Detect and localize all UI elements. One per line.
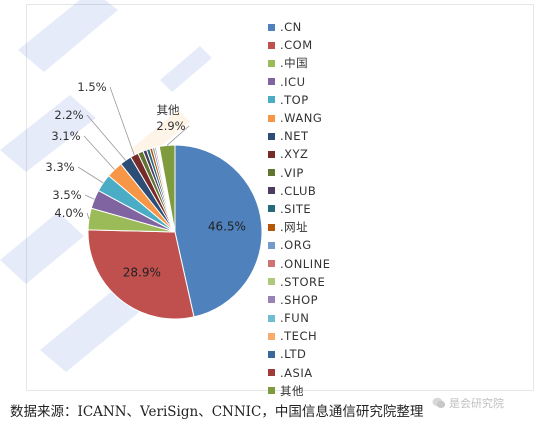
legend-label: .CN — [280, 20, 302, 35]
legend-swatch — [268, 187, 275, 195]
legend-swatch — [268, 169, 275, 177]
badge-label: 是会研究院 — [449, 397, 504, 410]
legend-swatch — [268, 332, 275, 340]
legend-label: .ONLINE — [280, 256, 331, 271]
legend-label: .XYZ — [280, 147, 309, 162]
legend-label: .TOP — [280, 92, 309, 107]
legend-item: .VIP — [268, 164, 398, 182]
legend-item: .NET — [268, 127, 398, 145]
legend-swatch — [268, 223, 275, 231]
legend-item: .SITE — [268, 200, 398, 218]
legend-swatch — [268, 96, 275, 104]
data-label-4: 3.3% — [45, 160, 74, 174]
legend-item: 其他 — [268, 382, 398, 400]
legend-label: .CLUB — [280, 183, 317, 198]
legend-swatch — [268, 314, 275, 322]
data-label-1: 28.9% — [123, 265, 161, 279]
legend-item: .COM — [268, 36, 398, 54]
legend-label: .WANG — [280, 111, 323, 126]
pie-slices — [87, 144, 263, 320]
legend-swatch — [268, 296, 275, 304]
legend-label: .TECH — [280, 329, 318, 344]
data-label-3: 3.5% — [52, 188, 81, 202]
legend: .CN .COM .中国 .ICU .TOP .WANG .NET .XYZ .VIP .CLUB… — [268, 18, 398, 400]
legend-item: .XYZ — [268, 145, 398, 163]
legend-label: .中国 — [280, 56, 309, 71]
data-label-0: 46.5% — [208, 219, 246, 233]
legend-swatch — [268, 350, 275, 358]
legend-label: .COM — [280, 38, 313, 53]
legend-label: .SHOP — [280, 292, 319, 307]
legend-swatch — [268, 241, 275, 249]
legend-label: .STORE — [280, 274, 326, 289]
legend-label: .SITE — [280, 201, 312, 216]
legend-swatch — [268, 132, 275, 140]
other-callout-label: 其他 — [157, 103, 180, 117]
legend-label: .ICU — [280, 74, 306, 89]
legend-label: .NET — [280, 129, 309, 144]
legend-item: .SHOP — [268, 291, 398, 309]
slice-labels: 46.5% 28.9% 4.0% 3.5% 3.3% 3.1% 2.2% 1.5% 2.9% 其他 — [45, 80, 246, 279]
legend-label: .FUN — [280, 311, 310, 326]
legend-item: .网址 — [268, 218, 398, 236]
legend-swatch — [268, 260, 275, 268]
legend-label: .ASIA — [280, 365, 313, 380]
legend-swatch — [268, 78, 275, 86]
legend-item: .ASIA — [268, 364, 398, 382]
legend-label: .网址 — [280, 220, 309, 235]
legend-label: 其他 — [280, 383, 304, 398]
legend-item: .FUN — [268, 309, 398, 327]
wechat-icon — [432, 397, 446, 409]
legend-item: .STORE — [268, 273, 398, 291]
legend-swatch — [268, 150, 275, 158]
legend-swatch — [268, 278, 275, 286]
leader-line-3 — [84, 194, 95, 200]
legend-item: .WANG — [268, 109, 398, 127]
data-label-5: 3.1% — [51, 129, 80, 143]
leader-line-4 — [77, 166, 104, 184]
leader-line-7 — [109, 86, 135, 156]
legend-item: .TECH — [268, 327, 398, 345]
legend-item: .ORG — [268, 236, 398, 254]
legend-swatch — [268, 23, 275, 31]
leader-line-2 — [86, 212, 90, 220]
legend-item: .CN — [268, 18, 398, 36]
legend-label: .VIP — [280, 165, 304, 180]
pie-slice-1 — [87, 229, 195, 320]
legend-swatch — [268, 41, 275, 49]
legend-item: .TOP — [268, 91, 398, 109]
data-label-6: 2.2% — [54, 108, 83, 122]
legend-swatch — [268, 387, 275, 395]
legend-swatch — [268, 205, 275, 213]
legend-label: .LTD — [280, 347, 307, 362]
legend-label: .ORG — [280, 238, 312, 253]
source-note: 数据来源：ICANN、VeriSign、CNNIC，中国信息通信研究院整理 — [10, 404, 424, 420]
data-label-7: 1.5% — [77, 80, 106, 94]
legend-item: .ICU — [268, 73, 398, 91]
data-label-20: 2.9% — [156, 119, 185, 133]
legend-swatch — [268, 369, 275, 377]
data-label-2: 4.0% — [54, 206, 83, 220]
legend-item: .ONLINE — [268, 254, 398, 272]
legend-item: .中国 — [268, 54, 398, 72]
pie-slice-0 — [174, 144, 263, 318]
leader-lines — [77, 86, 190, 220]
leader-line-5 — [83, 135, 115, 170]
legend-swatch — [268, 59, 275, 67]
leader-line-6 — [86, 114, 126, 161]
legend-swatch — [268, 114, 275, 122]
legend-item: .LTD — [268, 345, 398, 363]
legend-item: .CLUB — [268, 182, 398, 200]
leader-line-20 — [166, 125, 190, 146]
wechat-badge: 是会研究院 — [432, 395, 504, 411]
